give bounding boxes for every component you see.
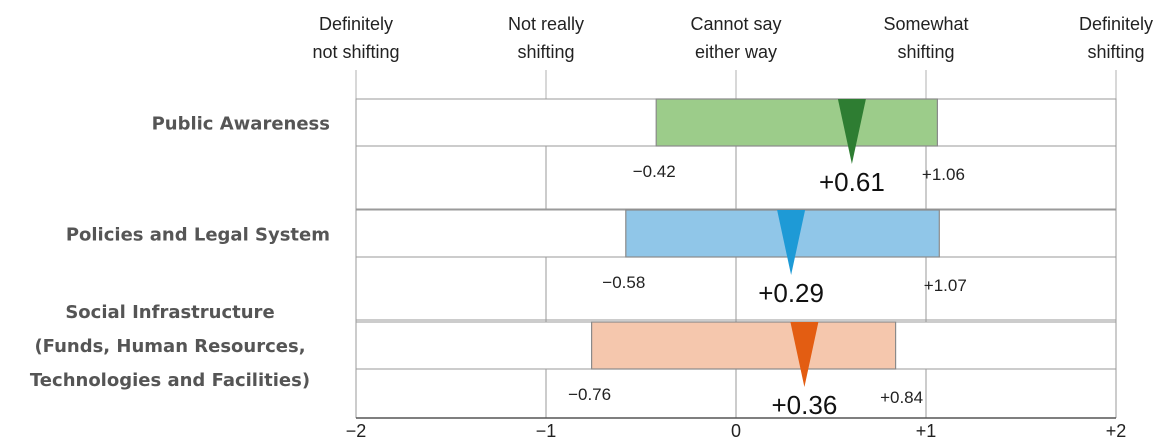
mean-marker: [790, 322, 819, 387]
scale-label: Not really: [508, 14, 584, 34]
x-tick-label: +1: [916, 421, 937, 439]
category-label: Social Infrastructure: [65, 302, 274, 323]
max-label: +0.84: [880, 388, 923, 407]
mean-label: +0.36: [772, 390, 838, 420]
mean-marker: [777, 210, 806, 275]
category-label: Public Awareness: [152, 114, 330, 135]
scale-label: Cannot say: [690, 14, 781, 34]
min-label: −0.76: [568, 385, 611, 404]
x-tick-label: 0: [731, 421, 741, 439]
value-labels: −0.42 +1.06 +0.61 −0.58 +1.07 +0.29 −0.76 +0.84…: [568, 162, 967, 420]
scale-label: either way: [695, 42, 777, 62]
x-tick-label: −1: [536, 421, 557, 439]
mean-label: +0.29: [758, 278, 824, 308]
scale-label: Definitely: [1079, 14, 1153, 34]
x-tick-label: −2: [346, 421, 367, 439]
x-tick-labels: −2 −1 0 +1 +2: [346, 421, 1127, 439]
range-bar: [655, 98, 939, 147]
max-label: +1.06: [922, 165, 965, 184]
x-tick-label: +2: [1106, 421, 1127, 439]
scale-label: Definitely: [319, 14, 393, 34]
scale-label: shifting: [517, 42, 574, 62]
scale-label: not shifting: [312, 42, 399, 62]
min-label: −0.42: [633, 162, 676, 181]
range-bar: [590, 321, 897, 370]
max-label: +1.07: [924, 276, 967, 295]
scale-label: shifting: [1087, 42, 1144, 62]
mean-marker: [837, 99, 866, 164]
category-label: Policies and Legal System: [66, 225, 330, 246]
scale-label: Somewhat: [883, 14, 968, 34]
range-bars: [590, 98, 940, 387]
scale-labels: Definitely not shifting Not really shifting…: [312, 14, 1153, 62]
mean-label: +0.61: [819, 167, 885, 197]
scale-label: shifting: [897, 42, 954, 62]
category-label: (Funds, Human Resources,: [34, 336, 305, 357]
category-label: Technologies and Facilities): [30, 370, 310, 391]
min-label: −0.58: [602, 273, 645, 292]
category-labels: Public Awareness Policies and Legal Syste…: [30, 114, 330, 392]
